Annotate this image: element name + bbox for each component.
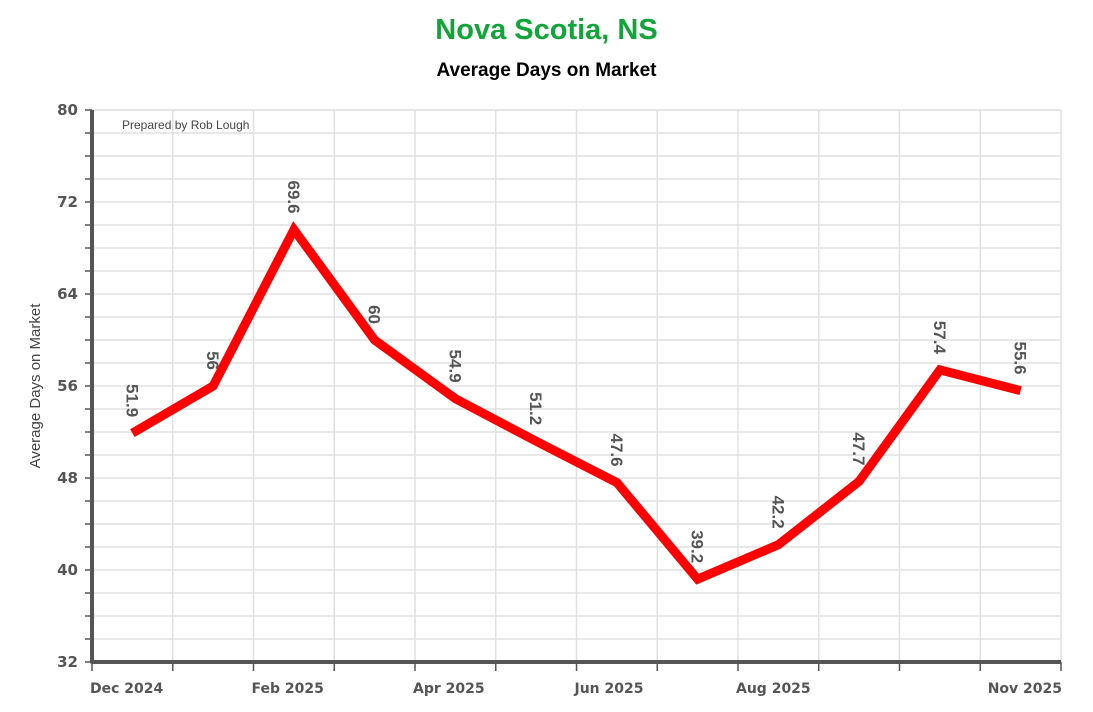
- x-tick-label: Aug 2025: [736, 681, 811, 697]
- axes: 32 40 48 56 64 72 80 Dec 2024 Feb 2025 Apr 2025 Ju…: [57, 101, 1062, 697]
- chart-title: Nova Scotia, NS: [435, 14, 658, 46]
- data-label: 51.2: [526, 392, 545, 425]
- y-tick-label: 48: [57, 469, 78, 487]
- data-label: 42.2: [768, 496, 787, 529]
- y-axis-title: Average Days on Market: [27, 303, 44, 469]
- y-tick-label: 72: [57, 193, 78, 211]
- data-label: 60: [365, 305, 384, 324]
- y-tick-label: 64: [57, 285, 78, 303]
- data-label: 51.9: [122, 384, 141, 417]
- data-label: 47.7: [849, 432, 868, 465]
- data-labels: 51.9 56 69.6 60 54.9 51.2 47.6 39.2 42.2 47.7 57.4…: [122, 181, 1029, 564]
- data-label: 47.6: [607, 434, 626, 467]
- data-label: 57.4: [930, 321, 949, 355]
- data-label: 56: [203, 351, 222, 370]
- x-tick-label: Dec 2024: [90, 681, 164, 697]
- x-tick-label: Nov 2025: [988, 681, 1062, 697]
- y-tick-label: 56: [57, 377, 78, 395]
- data-label: 39.2: [688, 530, 707, 563]
- y-tick-label: 80: [57, 101, 78, 119]
- data-label: 54.9: [445, 350, 464, 383]
- y-tick-label: 32: [57, 653, 78, 671]
- x-tick-label: Apr 2025: [413, 681, 485, 697]
- gridlines: [92, 109, 1062, 662]
- x-tick-label: Jun 2025: [574, 681, 644, 697]
- prepared-by-annotation: Prepared by Rob Lough: [122, 118, 249, 132]
- x-tick-label: Feb 2025: [252, 681, 324, 697]
- data-label: 69.6: [284, 181, 303, 214]
- data-label: 55.6: [1011, 342, 1030, 375]
- data-line: [130, 221, 1022, 585]
- chart-subtitle: Average Days on Market: [436, 60, 657, 81]
- series-line: [130, 221, 1022, 585]
- y-tick-label: 40: [57, 561, 78, 579]
